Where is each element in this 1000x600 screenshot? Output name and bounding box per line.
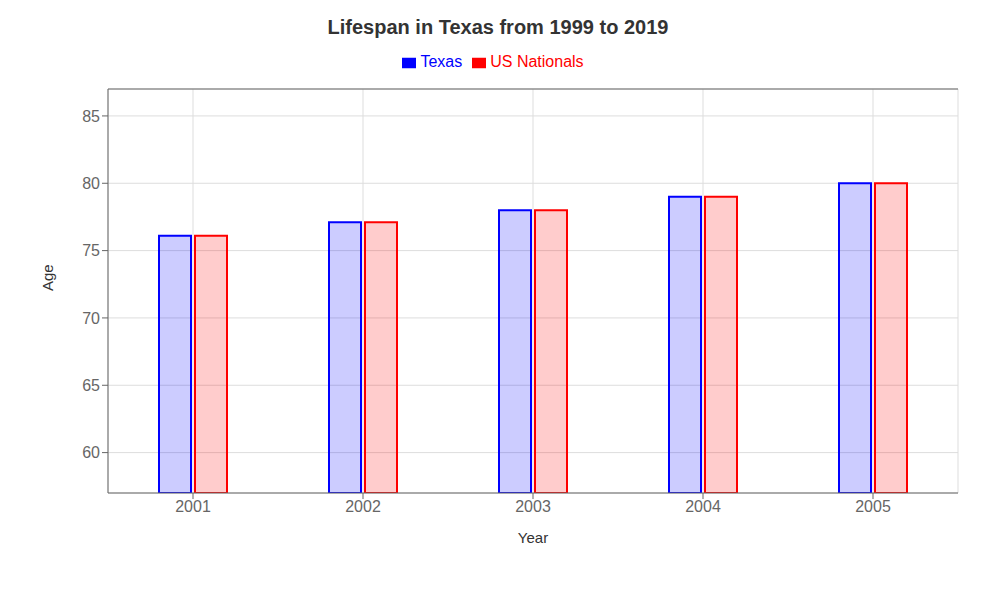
svg-text:60: 60 xyxy=(82,444,100,461)
svg-text:Age: Age xyxy=(39,264,56,291)
svg-text:Year: Year xyxy=(518,529,548,546)
svg-text:2004: 2004 xyxy=(685,498,721,515)
html-text:Texas: Texas xyxy=(420,53,463,70)
svg-text:85: 85 xyxy=(82,108,100,125)
svg-text:80: 80 xyxy=(82,175,100,192)
svg-text:2001: 2001 xyxy=(175,498,211,515)
svg-text:2005: 2005 xyxy=(855,498,891,515)
svg-text:2002: 2002 xyxy=(345,498,381,515)
svg-text:2003: 2003 xyxy=(515,498,551,515)
svg-text:75: 75 xyxy=(82,242,100,259)
html-text:Lifespan in Texas from 1999 to: Lifespan in Texas from 1999 to 2019 xyxy=(327,16,669,38)
svg-text:70: 70 xyxy=(82,310,100,327)
html-text:US Nationals: US Nationals xyxy=(490,53,584,70)
svg-text:65: 65 xyxy=(82,377,100,394)
